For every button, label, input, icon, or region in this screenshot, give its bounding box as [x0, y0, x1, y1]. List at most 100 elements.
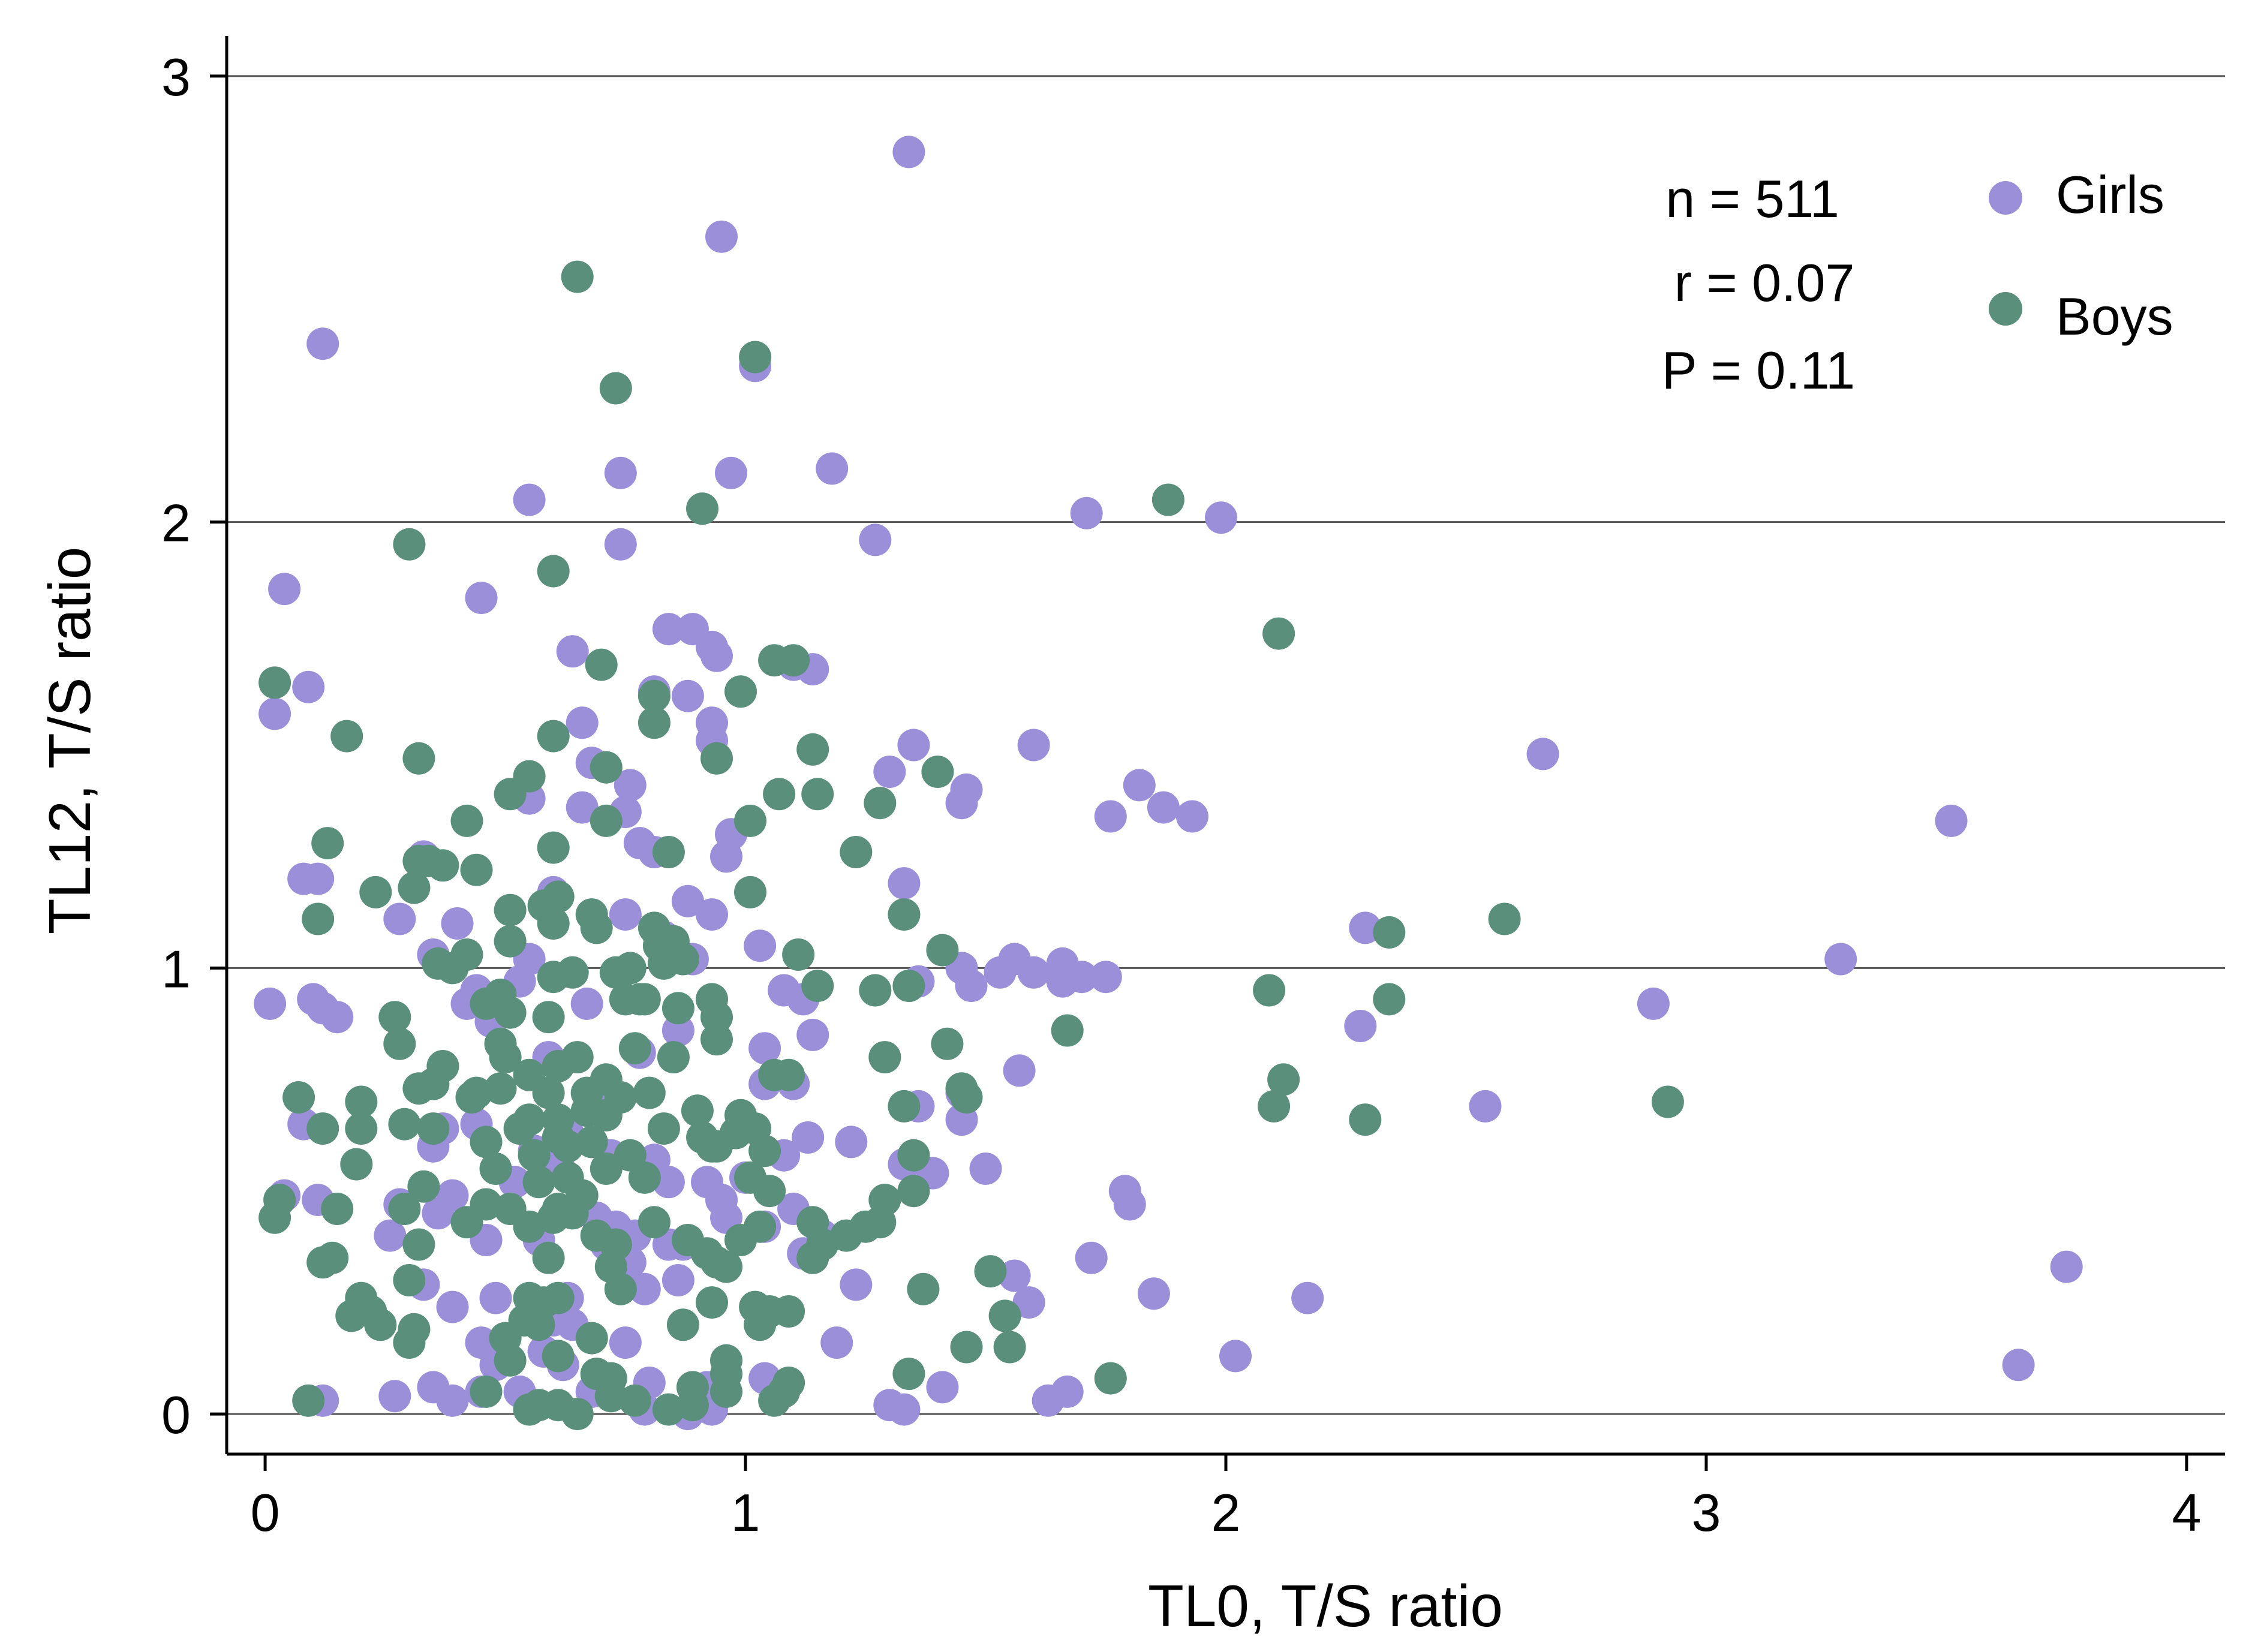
data-point-girls [628, 1272, 661, 1305]
data-point-girls [422, 1197, 455, 1230]
data-point-boys [599, 372, 632, 405]
data-point-boys [590, 1099, 623, 1132]
data-point-girls [306, 327, 339, 360]
legend-marker-girls [1989, 181, 2022, 215]
data-point-girls [566, 791, 599, 824]
data-point-boys [494, 778, 527, 811]
data-point-boys [450, 1206, 483, 1239]
data-point-girls [671, 679, 704, 712]
data-point-boys [393, 1326, 426, 1359]
data-point-girls [816, 452, 849, 485]
data-point-girls [609, 1326, 642, 1359]
data-point-boys [470, 1375, 503, 1408]
data-point-boys [604, 1272, 637, 1305]
data-point-girls [441, 907, 474, 940]
data-point-boys [532, 1001, 565, 1034]
data-point-girls [1089, 961, 1122, 994]
data-point-girls [1003, 1054, 1036, 1087]
data-point-boys [864, 1206, 897, 1239]
data-point-boys [484, 1072, 517, 1105]
data-point-boys [642, 920, 675, 953]
data-point-boys [542, 1050, 575, 1082]
data-point-girls [840, 1268, 873, 1301]
data-point-boys [618, 1384, 651, 1417]
data-point-boys [503, 1112, 536, 1145]
data-point-boys [897, 1175, 930, 1208]
data-point-boys [393, 1264, 426, 1296]
data-point-girls [436, 1290, 469, 1323]
data-point-boys [364, 1308, 397, 1341]
x-tick-label: 0 [251, 1483, 280, 1542]
data-point-boys [710, 1250, 742, 1283]
x-axis-label: TL0, T/S ratio [1148, 1573, 1503, 1639]
data-point-boys [522, 1308, 555, 1341]
data-point-boys [623, 983, 656, 1016]
data-point-girls [662, 1014, 694, 1047]
data-point-boys [532, 1076, 565, 1109]
data-point-girls [888, 867, 921, 900]
data-point-boys [614, 952, 647, 985]
data-point-girls [984, 956, 1017, 989]
data-point-boys [470, 1126, 503, 1158]
y-tick-label: 2 [161, 494, 191, 553]
data-point-boys [801, 778, 834, 811]
data-point-girls [436, 1384, 469, 1417]
data-point-boys [321, 1193, 354, 1225]
data-point-boys [426, 849, 459, 882]
data-point-boys [753, 1175, 786, 1208]
data-point-boys [700, 1001, 733, 1034]
data-point-boys [652, 1393, 685, 1426]
data-point-boys [590, 804, 623, 837]
data-point-girls [888, 1393, 921, 1426]
data-point-girls [1070, 496, 1103, 529]
data-point-girls [513, 483, 546, 516]
data-point-boys [1373, 916, 1406, 949]
data-point-girls [1046, 965, 1079, 998]
data-point-boys [734, 875, 766, 908]
data-point-girls [302, 862, 335, 895]
data-point-girls [1017, 729, 1050, 762]
data-point-boys [532, 1241, 565, 1274]
y-tick-label: 0 [161, 1385, 191, 1445]
data-point-boys [402, 1072, 435, 1105]
data-point-girls [696, 898, 728, 931]
data-point-boys [388, 1193, 421, 1225]
data-point-boys [724, 675, 757, 708]
p-value-text: P = 0.11 [1662, 341, 1855, 400]
data-point-girls [570, 987, 603, 1020]
data-point-girls [1123, 769, 1156, 802]
data-point-boys [460, 853, 493, 886]
data-point-boys [1051, 1014, 1084, 1047]
data-point-girls [945, 787, 978, 820]
data-point-boys [537, 720, 570, 753]
data-point-boys [494, 1344, 527, 1377]
data-point-boys [700, 1130, 733, 1163]
data-point-girls [796, 1018, 829, 1051]
data-point-boys [921, 756, 954, 789]
data-point-boys [763, 778, 796, 811]
data-point-boys [662, 992, 694, 1025]
data-point-boys [744, 1308, 777, 1341]
data-point-boys [1262, 617, 1295, 650]
data-point-girls [604, 528, 637, 561]
data-point-boys [393, 528, 426, 561]
data-point-boys [436, 952, 469, 985]
data-point-boys [551, 1130, 584, 1163]
stats-annotation: n = 511 r = 0.07 P = 0.11 [1662, 169, 1855, 400]
data-point-boys [537, 831, 570, 864]
data-point-boys [868, 1041, 901, 1074]
data-point-girls [1291, 1281, 1324, 1314]
data-point-girls [926, 1371, 959, 1404]
data-point-boys [402, 742, 435, 775]
data-point-boys [796, 1241, 829, 1274]
data-point-girls [744, 929, 777, 962]
data-point-boys [638, 1206, 671, 1239]
data-point-boys [388, 1108, 421, 1141]
data-point-boys [561, 260, 594, 293]
sample-size-text: n = 511 [1665, 169, 1839, 228]
data-point-boys [590, 1153, 623, 1185]
data-point-boys [618, 1032, 651, 1065]
y-tick-label: 1 [161, 939, 191, 998]
data-point-boys [479, 1153, 512, 1185]
data-point-boys [494, 925, 527, 958]
